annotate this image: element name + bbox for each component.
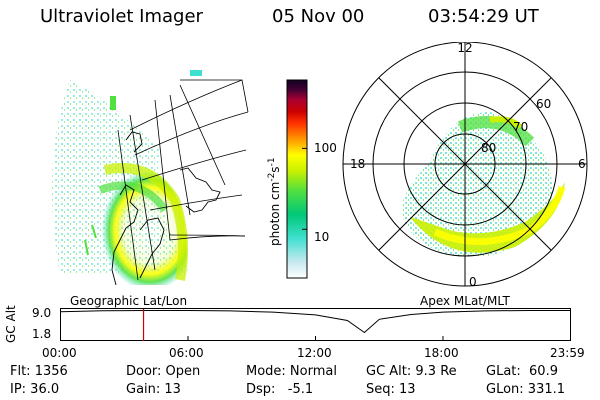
status-glon: GLon: 331.1 (486, 382, 566, 397)
orbit-altitude-curve (60, 310, 571, 334)
time-tick-0600: 06:00 (169, 346, 204, 360)
mlt-label-0: 0 (469, 275, 477, 289)
geographic-image-panel (52, 70, 249, 286)
time-tick-1200: 12:00 (297, 346, 332, 360)
time-tick-0000: 00:00 (42, 346, 77, 360)
colorbar-tick-100: 100 (314, 141, 337, 155)
polar-mlat-mlt-panel: 12 18 6 0 60 70 80 (342, 42, 588, 289)
geo-graticule (117, 79, 249, 281)
altitude-tick-low: 1.8 (32, 327, 52, 341)
status-mode: Mode: Normal (246, 364, 337, 379)
colorbar-tick-10: 10 (314, 230, 330, 244)
instrument-title: Ultraviolet Imager (40, 6, 203, 27)
noise-blob (110, 96, 116, 110)
status-glat: GLat: 60.9 (486, 364, 558, 379)
observation-time: 03:54:29 UT (428, 6, 539, 27)
colorbar-unit-label: photon cm-2s-1 (267, 157, 282, 246)
time-tick-2359: 23:59 (550, 346, 585, 360)
altitude-strip-plot (60, 308, 571, 341)
mlat-label-80: 80 (481, 141, 496, 155)
altitude-y-label: GC Alt (4, 305, 18, 343)
left-panel-caption: Geographic Lat/Lon (70, 294, 188, 308)
status-gc-alt: GC Alt: 9.3 Re (366, 364, 457, 379)
mlt-label-6: 6 (578, 157, 586, 171)
mlat-label-70: 70 (513, 120, 528, 134)
status-door: Door: Open (126, 364, 201, 379)
observation-date: 05 Nov 00 (272, 6, 365, 27)
status-flight: Flt: 1356 (10, 364, 68, 379)
mlt-label-12: 12 (457, 42, 472, 55)
time-tick-1800: 18:00 (424, 346, 459, 360)
coastlines (111, 131, 221, 286)
polar-grid (342, 42, 588, 287)
mlt-label-18: 18 (350, 157, 365, 171)
status-ip: IP: 36.0 (10, 382, 60, 397)
status-seq: Seq: 13 (366, 382, 416, 397)
auroral-oval-geo (90, 164, 187, 285)
status-dsp: Dsp: -5.1 (246, 382, 314, 397)
colorbar (286, 79, 308, 279)
status-gain: Gain: 13 (126, 382, 181, 397)
right-panel-caption: Apex MLat/MLT (420, 294, 510, 308)
mlat-label-60: 60 (536, 97, 551, 111)
altitude-tick-high: 9.0 (32, 306, 52, 320)
